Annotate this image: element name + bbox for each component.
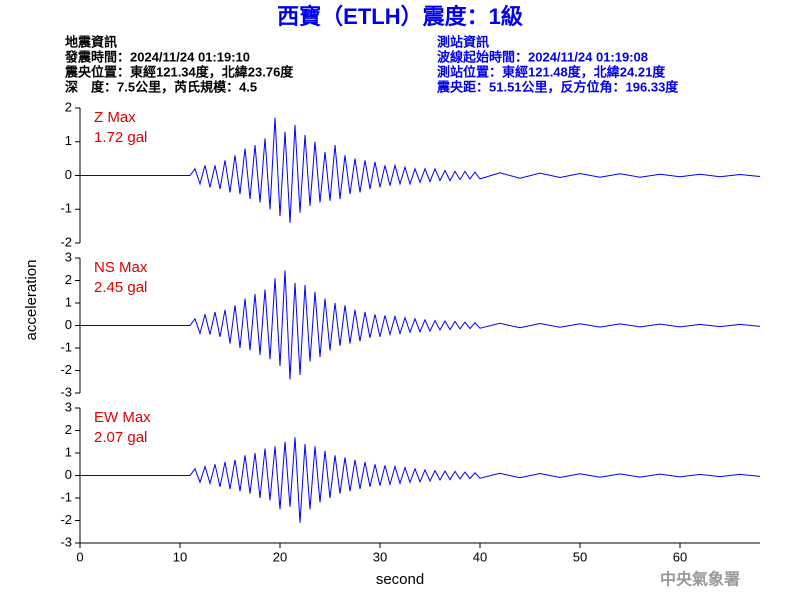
- y-tick-label: 2: [65, 422, 72, 437]
- y-tick-label: 1: [65, 133, 72, 148]
- waveform: [80, 117, 761, 223]
- info-right: 測站資訊: [437, 34, 489, 49]
- y-tick-label: 1: [65, 294, 72, 309]
- y-tick-label: 0: [65, 167, 72, 182]
- x-tick-label: 0: [76, 549, 83, 564]
- y-tick-label: -1: [60, 201, 72, 216]
- max-label: 2.07 gal: [94, 429, 147, 446]
- y-tick-label: 0: [65, 317, 72, 332]
- info-left: 震央位置：東經121.34度，北緯23.76度: [64, 64, 294, 79]
- y-tick-label: -1: [60, 339, 72, 354]
- y-tick-label: -3: [60, 384, 72, 399]
- x-tick-label: 60: [673, 549, 687, 564]
- info-right: 測站位置：東經121.48度，北緯24.21度: [437, 64, 666, 79]
- waveform: [80, 437, 761, 523]
- y-tick-label: 2: [65, 99, 72, 114]
- x-tick-label: 10: [173, 549, 187, 564]
- max-label: 1.72 gal: [94, 129, 147, 146]
- y-tick-label: 1: [65, 444, 72, 459]
- y-tick-label: 2: [65, 272, 72, 287]
- series-name: Z Max: [94, 109, 136, 126]
- x-tick-label: 50: [573, 549, 587, 564]
- max-label: 2.45 gal: [94, 279, 147, 296]
- x-axis-label: second: [376, 571, 424, 588]
- y-tick-label: 0: [65, 467, 72, 482]
- y-tick-label: -2: [60, 362, 72, 377]
- info-left: 發震時間：2024/11/24 01:19:10: [64, 49, 250, 64]
- y-tick-label: 3: [65, 399, 72, 414]
- y-axis-label: acceleration: [23, 260, 40, 341]
- info-right: 震央距：51.51公里，反方位角：196.33度: [436, 79, 679, 94]
- y-tick-label: -2: [60, 234, 72, 249]
- info-left: 深 度：7.5公里，芮氏規模：4.5: [65, 79, 257, 94]
- x-tick-label: 20: [273, 549, 287, 564]
- x-tick-label: 40: [473, 549, 487, 564]
- x-tick-label: 30: [373, 549, 387, 564]
- y-tick-label: -1: [60, 489, 72, 504]
- footer: 中央氣象署: [660, 570, 740, 589]
- title: 西寶（ETLH）震度：1級: [277, 4, 523, 29]
- y-tick-label: -3: [60, 534, 72, 549]
- series-name: NS Max: [94, 259, 148, 276]
- info-left: 地震資訊: [65, 34, 117, 49]
- waveform: [80, 270, 761, 380]
- info-right: 波線起始時間：2024/11/24 01:19:08: [437, 49, 648, 64]
- y-tick-label: -2: [60, 512, 72, 527]
- series-name: EW Max: [94, 409, 151, 426]
- y-tick-label: 3: [65, 249, 72, 264]
